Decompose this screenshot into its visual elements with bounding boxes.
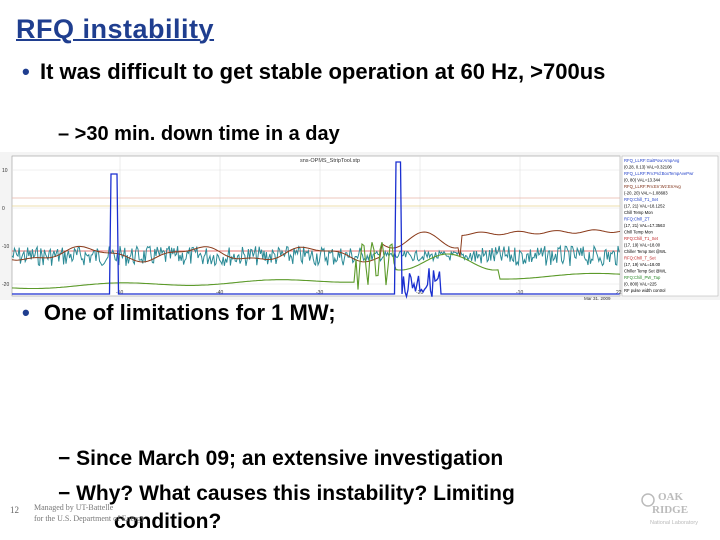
legend-entry: RFQ:Chill_T1_Set (624, 236, 659, 241)
x-tick-label: -30 (316, 290, 323, 296)
legend-entry: Chiller Temp Set @WL (624, 249, 667, 254)
trace-green (11, 242, 621, 290)
legend-entry: (17, 19) VAL=18.00 (624, 243, 661, 248)
legend-entry: RFQ:Chill_ZT (624, 217, 650, 222)
legend-entry: (0, 80) VAL=13.344 (624, 178, 661, 183)
x-tick-label: -40 (216, 290, 223, 296)
legend-entry: (0, 800) VAL=225 (624, 282, 657, 287)
legend-entry: RFQ_LLRF:Pm:Prd:BoxTempAvePwr (624, 171, 694, 176)
legend-entry: RFQ:Chill_PW_Tap (624, 275, 661, 280)
trace-brown (11, 229, 621, 263)
legend-entry: Chiller Temp Set @WL (624, 269, 667, 274)
plot-legend: RFQ_LLRF:GaitPow:AmpAvg (0.28, 0.13) VAL=… (621, 155, 719, 297)
plot-grid (12, 156, 621, 296)
sub-bullet-1: – >30 min. down time in a day (58, 123, 340, 145)
legend-entry: Chill Temp Mon (624, 230, 653, 235)
bullet-1-text: It was difficult to get stable operation… (40, 59, 606, 84)
sub-bullet-3-line2: condition? (114, 510, 222, 533)
legend-entry: Chill Temp Mon (624, 210, 653, 215)
svg-text:National Laboratory: National Laboratory (650, 520, 698, 526)
x-tick-label: -10 (516, 290, 523, 296)
plot-title: sns-OPMS_StripTool.stp (300, 158, 360, 164)
legend-entry: (17, 21) VAL=17.3563 (624, 223, 665, 228)
sub-bullet-2: − Since March 09; an extensive investiga… (58, 447, 504, 470)
trace-teal (11, 244, 620, 267)
legend-entry: RFQ_LLRF:GaitPow:AmpAvg (624, 158, 680, 163)
trace-blue (12, 161, 620, 299)
bullet-dot: • (22, 59, 30, 84)
footer-text: Managed by UT-Battelle for the U.S. Depa… (34, 502, 145, 524)
y-tick-label: -20 (2, 282, 9, 288)
sub-bullet-3-line1: − Why? What causes this instability? Lim… (58, 482, 515, 505)
oak-ridge-logo: OAK RIDGE National Laboratory (641, 491, 698, 526)
legend-entry: (17, 21) VAL=18.1252 (624, 204, 665, 209)
bullet-dot: • (22, 300, 30, 325)
bullet-2-text: One of limitations for 1 MW; (43, 300, 336, 325)
bullet-1: • It was difficult to get stable operati… (22, 57, 702, 87)
legend-entry: (0.28, 0.13) VAL=0.32108 (624, 165, 672, 170)
legend-entry: RF pulse width control (624, 288, 665, 293)
y-tick-label: 0 (2, 206, 5, 212)
slide-title: RFQ instability (16, 14, 215, 44)
y-tick-label: -10 (2, 244, 9, 250)
legend-entry: RFQ:Chill_T_Set (624, 256, 656, 261)
footer-line-2: for the U.S. Department of Energy (34, 514, 145, 523)
plot-area (11, 155, 621, 297)
x-tick-label: -50 (116, 290, 123, 296)
plot-date: Mar 31, 2009 (584, 296, 611, 300)
svg-text:RIDGE: RIDGE (652, 504, 688, 516)
svg-text:OAK: OAK (658, 491, 684, 503)
footer-line-1: Managed by UT-Battelle (34, 503, 114, 512)
legend-entry: RFQ:Chill_T1_Set (624, 197, 659, 202)
x-tick-label: -20 (416, 290, 423, 296)
y-tick-label: 10 (2, 168, 8, 174)
legend-entry: (-20, 20) VAL=-1.08683 (624, 191, 668, 196)
legend-entry: (17, 19) VAL=18.00 (624, 262, 661, 267)
sub-bullet-3: − Why? What causes this instability? Lim… (58, 480, 515, 536)
legend-entry: RFQ_LLRF:Pm:Err:Wz:ErrAvg (624, 184, 681, 189)
bullet-2: • One of limitations for 1 MW; (22, 300, 336, 326)
strip-tool-plot: sns-OPMS_StripTool.stp -50-40-30-20-1022… (0, 152, 720, 300)
page-number: 12 (10, 505, 19, 515)
